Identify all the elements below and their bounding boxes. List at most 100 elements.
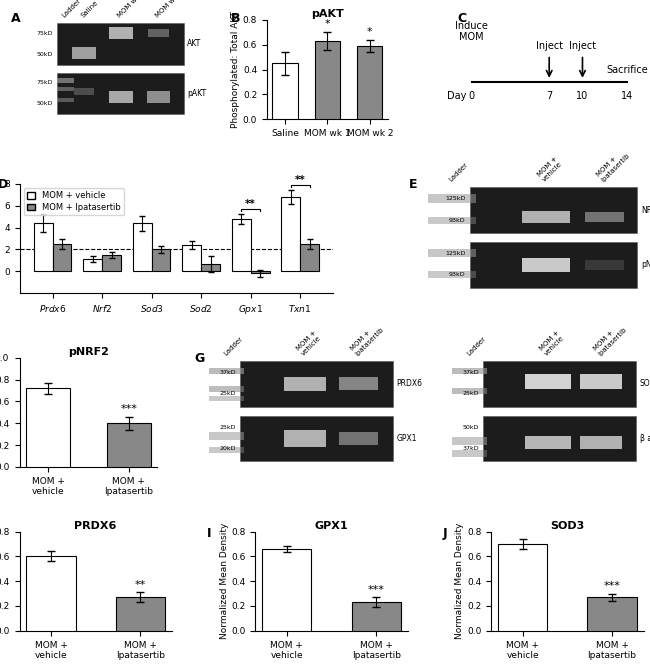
Legend: MOM + vehicle, MOM + Ipatasertib: MOM + vehicle, MOM + Ipatasertib [23,188,124,215]
Title: SOD3: SOD3 [551,521,584,531]
Bar [300,244,319,271]
Text: **: ** [245,199,256,209]
Text: MOM +
vehicle: MOM + vehicle [296,329,323,357]
Bar [209,432,244,440]
Text: Inject: Inject [536,41,563,51]
Bar [109,27,133,39]
Bar [585,260,624,270]
Bar [240,416,393,461]
Text: ***: *** [368,585,385,595]
Text: 37kD: 37kD [220,370,236,375]
Text: **: ** [135,580,146,590]
Bar [147,91,170,102]
Text: J: J [443,527,447,540]
Text: 75kD: 75kD [37,80,53,86]
Text: ***: *** [120,404,137,414]
Text: 50kD: 50kD [37,102,53,106]
Bar [498,544,547,631]
Text: 25kD: 25kD [220,392,236,396]
Bar [284,376,326,391]
Bar [102,255,121,271]
Text: MOM wk 1: MOM wk 1 [117,0,147,19]
Bar [428,195,476,203]
Text: I: I [207,527,211,540]
Text: pAKT: pAKT [187,89,207,98]
Text: 75kD: 75kD [37,31,53,36]
Bar [251,271,270,274]
Text: GPX1: GPX1 [396,434,417,443]
Bar [73,88,94,95]
Y-axis label: Phosphorylated: Total AKT: Phosphorylated: Total AKT [231,11,240,128]
Text: E: E [409,179,417,191]
Y-axis label: Normalized Mean Density: Normalized Mean Density [220,523,229,639]
Bar [281,197,300,271]
Bar [107,423,151,467]
Bar [272,63,298,120]
Title: pAKT: pAKT [311,9,344,19]
Bar [315,41,340,120]
Bar [428,272,476,278]
Bar [585,212,624,222]
Bar [209,386,244,392]
Bar [116,598,165,631]
Text: Saline: Saline [80,0,99,19]
Bar [34,223,53,271]
Text: C: C [457,12,466,25]
Bar [428,216,476,224]
Text: SOD3: SOD3 [640,379,650,388]
Text: Ladder: Ladder [465,335,487,357]
Bar [483,416,636,461]
Text: PRDX6: PRDX6 [396,379,422,388]
Text: MOM wk 2: MOM wk 2 [154,0,184,19]
Bar [452,450,487,457]
Text: 37kD: 37kD [463,446,479,451]
Bar [209,368,244,374]
Text: 50kD: 50kD [463,424,479,430]
Bar [27,556,75,631]
Text: B: B [231,12,240,25]
Bar [580,374,623,389]
Bar [151,250,170,271]
Bar [83,259,102,271]
Bar [580,436,623,449]
Text: Day: Day [447,91,466,101]
Text: MOM +
vehicle: MOM + vehicle [539,329,566,357]
Text: 10: 10 [577,91,589,101]
Bar [183,245,201,271]
Bar [57,72,184,114]
Bar [201,264,220,271]
Bar [263,549,311,631]
Bar [57,98,73,102]
Text: pNRF2: pNRF2 [642,260,650,269]
Text: β actin: β actin [640,434,650,443]
Bar [72,46,96,59]
Text: 25kD: 25kD [220,424,236,430]
Text: MOM +
vehicle: MOM + vehicle [536,155,564,183]
Bar [452,388,487,394]
Bar [339,377,378,390]
Text: *: * [367,27,372,37]
Text: Ladder: Ladder [61,0,82,19]
Bar [148,29,168,37]
Y-axis label: Normalized Mean Density: Normalized Mean Density [456,523,465,639]
Bar [525,436,571,449]
Text: 93kD: 93kD [448,272,465,278]
Text: *: * [324,19,330,29]
Bar [357,46,382,120]
Bar [240,361,393,407]
Bar [209,396,244,401]
Bar [339,432,378,446]
Text: ***: *** [604,581,621,591]
Bar [109,91,133,102]
Text: Sacrifice: Sacrifice [606,64,648,74]
Bar [209,446,244,454]
Bar [522,210,569,223]
Text: 125kD: 125kD [445,251,465,256]
Bar [284,430,326,446]
Bar [133,223,151,271]
Bar [588,598,636,631]
Text: 14: 14 [621,91,633,101]
Bar [483,361,636,407]
Bar [57,78,73,84]
Text: 50kD: 50kD [37,52,53,56]
